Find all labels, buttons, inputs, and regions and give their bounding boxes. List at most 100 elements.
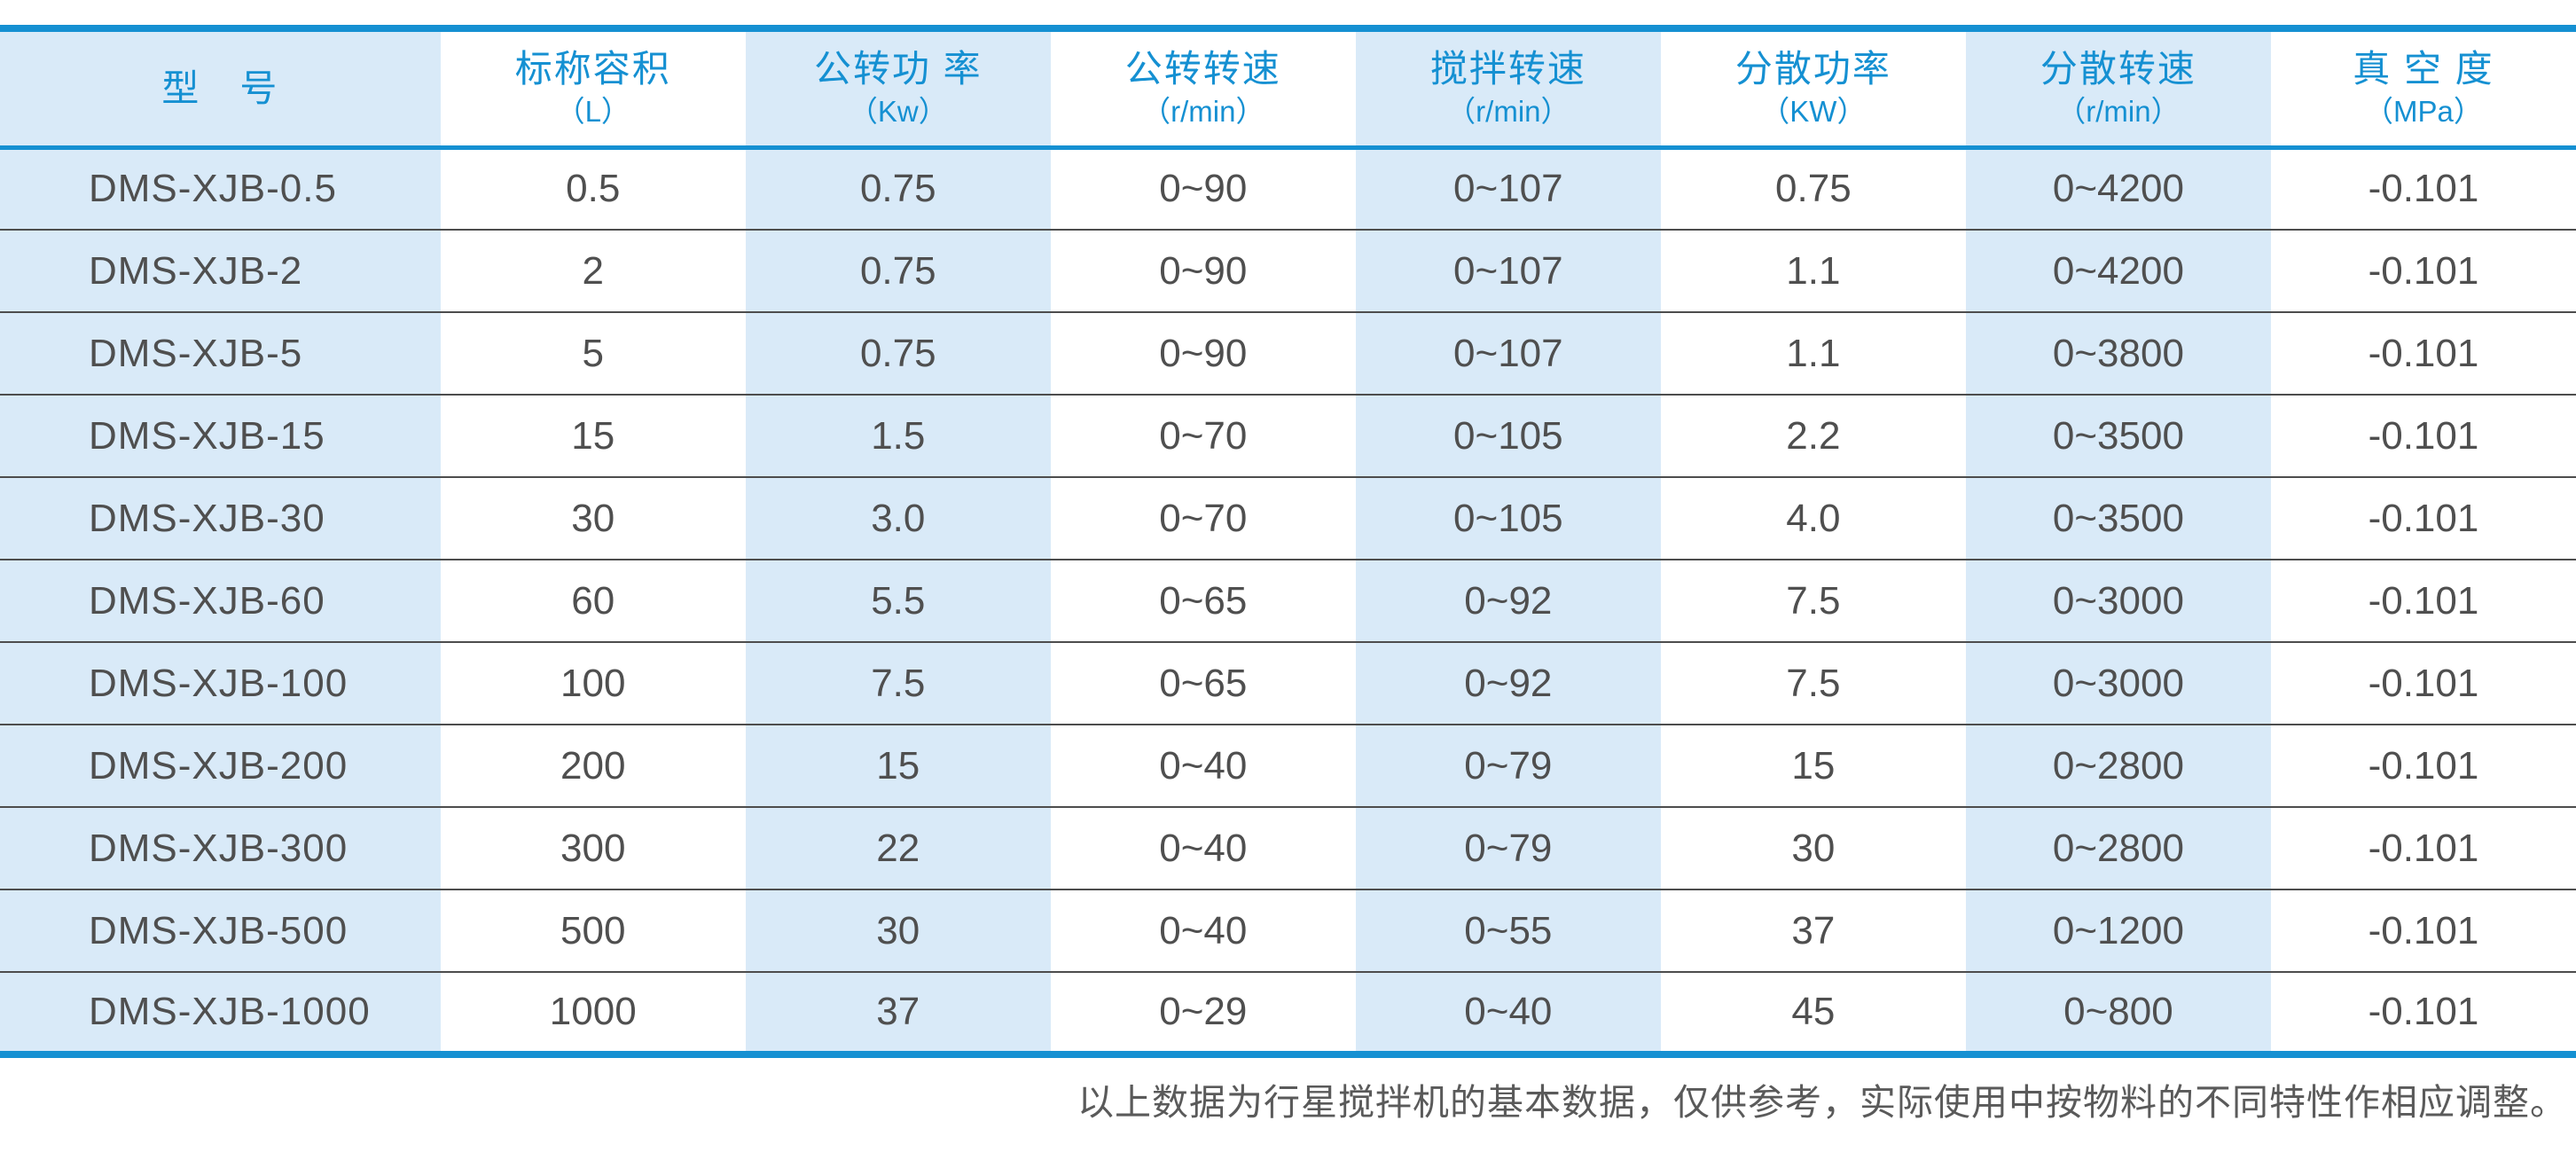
value-cell: 0~107 xyxy=(1355,311,1661,395)
col-header-model: 型 号 xyxy=(0,28,441,150)
value-cell: 0~90 xyxy=(1050,229,1356,312)
table-row: DMS-XJB-2 2 0.75 0~90 0~107 1.1 0~4200 -0.101 xyxy=(0,229,2576,312)
value-cell: 0~107 xyxy=(1355,147,1661,230)
value-cell: 300 xyxy=(440,806,746,889)
value-cell: 0~40 xyxy=(1050,724,1356,807)
value-cell: 0~55 xyxy=(1355,889,1661,972)
value-cell: 0~40 xyxy=(1050,889,1356,972)
table-row: DMS-XJB-0.5 0.5 0.75 0~90 0~107 0.75 0~4200 -0.… xyxy=(0,147,2576,230)
page: 型 号 标称容积 （L） 公转功 率 （Kw） 公转转速 （r/min） 搅拌转… xyxy=(0,25,2576,1152)
value-cell: 22 xyxy=(745,806,1051,889)
column-unit: （Kw） xyxy=(848,94,948,128)
value-cell: -0.101 xyxy=(2270,641,2576,725)
value-cell: 0.75 xyxy=(1660,147,1966,230)
table-row: DMS-XJB-100 100 7.5 0~65 0~92 7.5 0~3000 -0.101 xyxy=(0,641,2576,725)
table-row: DMS-XJB-60 60 5.5 0~65 0~92 7.5 0~3000 -0.101 xyxy=(0,559,2576,642)
model-cell: DMS-XJB-300 xyxy=(0,806,441,889)
value-cell: 0~90 xyxy=(1050,147,1356,230)
value-cell: 100 xyxy=(440,641,746,725)
model-cell: DMS-XJB-15 xyxy=(0,394,441,477)
col-header-revolution-speed: 公转转速 （r/min） xyxy=(1050,28,1356,150)
value-cell: -0.101 xyxy=(2270,147,2576,230)
value-cell: 0~800 xyxy=(1965,971,2271,1054)
value-cell: 0~3800 xyxy=(1965,311,2271,395)
column-unit: （L） xyxy=(555,94,630,128)
col-header-dispersion-power: 分散功率 （KW） xyxy=(1660,28,1966,150)
value-cell: 0.75 xyxy=(745,311,1051,395)
col-header-revolution-power: 公转功 率 （Kw） xyxy=(745,28,1051,150)
value-cell: 0.75 xyxy=(745,147,1051,230)
model-cell: DMS-XJB-0.5 xyxy=(0,147,441,230)
value-cell: 0~3500 xyxy=(1965,394,2271,477)
value-cell: 45 xyxy=(1660,971,1966,1054)
table-row: DMS-XJB-30 30 3.0 0~70 0~105 4.0 0~3500 -0.101 xyxy=(0,476,2576,560)
value-cell: 0~107 xyxy=(1355,229,1661,312)
column-label: 真 空 度 xyxy=(2353,48,2494,90)
value-cell: 0~3000 xyxy=(1965,559,2271,642)
value-cell: -0.101 xyxy=(2270,806,2576,889)
value-cell: 200 xyxy=(440,724,746,807)
value-cell: 5.5 xyxy=(745,559,1051,642)
column-unit: （r/min） xyxy=(2056,94,2181,128)
value-cell: 0~92 xyxy=(1355,559,1661,642)
col-header-vacuum-degree: 真 空 度 （MPa） xyxy=(2270,28,2576,150)
model-cell: DMS-XJB-100 xyxy=(0,641,441,725)
value-cell: 0~1200 xyxy=(1965,889,2271,972)
table-row: DMS-XJB-200 200 15 0~40 0~79 15 0~2800 -0.101 xyxy=(0,724,2576,807)
value-cell: 0~29 xyxy=(1050,971,1356,1054)
column-label: 公转转速 xyxy=(1124,48,1281,90)
value-cell: -0.101 xyxy=(2270,476,2576,560)
value-cell: 0~40 xyxy=(1050,806,1356,889)
model-cell: DMS-XJB-1000 xyxy=(0,971,441,1054)
value-cell: 0~3000 xyxy=(1965,641,2271,725)
value-cell: 60 xyxy=(440,559,746,642)
value-cell: 0~4200 xyxy=(1965,147,2271,230)
table-row: DMS-XJB-15 15 1.5 0~70 0~105 2.2 0~3500 -0.101 xyxy=(0,394,2576,477)
column-unit: （KW） xyxy=(1760,94,1867,128)
column-label: 型 号 xyxy=(161,67,279,109)
value-cell: -0.101 xyxy=(2270,394,2576,477)
col-header-dispersion-speed: 分散转速 （r/min） xyxy=(1965,28,2271,150)
value-cell: -0.101 xyxy=(2270,229,2576,312)
value-cell: -0.101 xyxy=(2270,724,2576,807)
value-cell: 0~65 xyxy=(1050,559,1356,642)
column-label: 标称容积 xyxy=(514,48,671,90)
value-cell: 15 xyxy=(1660,724,1966,807)
column-label: 分散功率 xyxy=(1734,48,1891,90)
value-cell: 0~105 xyxy=(1355,476,1661,560)
column-unit: （r/min） xyxy=(1141,94,1265,128)
value-cell: 1.1 xyxy=(1660,229,1966,312)
value-cell: 0~3500 xyxy=(1965,476,2271,560)
column-unit: （MPa） xyxy=(2364,94,2483,128)
value-cell: 0~105 xyxy=(1355,394,1661,477)
value-cell: 1.5 xyxy=(745,394,1051,477)
value-cell: 7.5 xyxy=(745,641,1051,725)
value-cell: 4.0 xyxy=(1660,476,1966,560)
model-cell: DMS-XJB-500 xyxy=(0,889,441,972)
col-header-stirring-speed: 搅拌转速 （r/min） xyxy=(1355,28,1661,150)
value-cell: 2.2 xyxy=(1660,394,1966,477)
model-cell: DMS-XJB-5 xyxy=(0,311,441,395)
value-cell: 0~79 xyxy=(1355,806,1661,889)
table-row: DMS-XJB-300 300 22 0~40 0~79 30 0~2800 -0.101 xyxy=(0,806,2576,889)
table-body: DMS-XJB-0.5 0.5 0.75 0~90 0~107 0.75 0~4200 -0.… xyxy=(0,147,2576,1054)
value-cell: 0~79 xyxy=(1355,724,1661,807)
value-cell: 0~70 xyxy=(1050,394,1356,477)
value-cell: -0.101 xyxy=(2270,889,2576,972)
value-cell: 0.5 xyxy=(440,147,746,230)
value-cell: 15 xyxy=(440,394,746,477)
value-cell: 7.5 xyxy=(1660,559,1966,642)
value-cell: 0~65 xyxy=(1050,641,1356,725)
value-cell: 0~40 xyxy=(1355,971,1661,1054)
value-cell: -0.101 xyxy=(2270,559,2576,642)
value-cell: 500 xyxy=(440,889,746,972)
value-cell: 1000 xyxy=(440,971,746,1054)
table-row: DMS-XJB-1000 1000 37 0~29 0~40 45 0~800 -0.101 xyxy=(0,971,2576,1054)
model-cell: DMS-XJB-30 xyxy=(0,476,441,560)
column-unit: （r/min） xyxy=(1446,94,1570,128)
model-cell: DMS-XJB-60 xyxy=(0,559,441,642)
value-cell: 15 xyxy=(745,724,1051,807)
value-cell: 0~2800 xyxy=(1965,806,2271,889)
value-cell: 0~90 xyxy=(1050,311,1356,395)
value-cell: 0~4200 xyxy=(1965,229,2271,312)
